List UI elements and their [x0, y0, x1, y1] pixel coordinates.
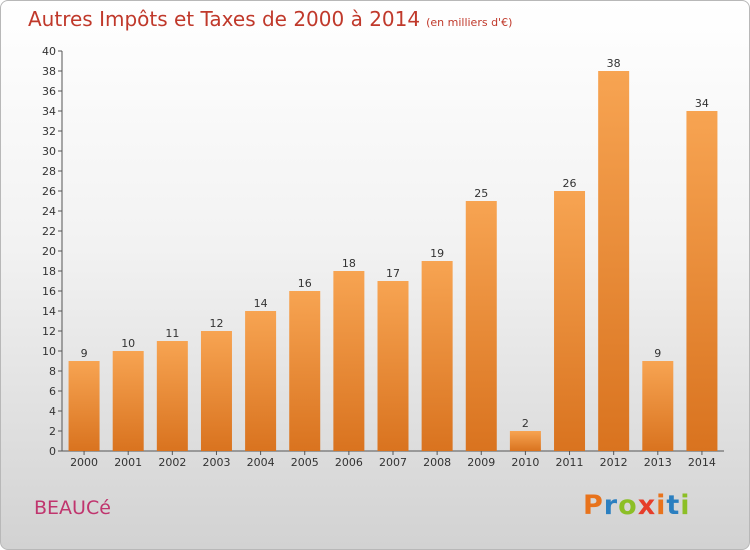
- y-tick-label: 6: [49, 385, 56, 398]
- chart-title: Autres Impôts et Taxes de 2000 à 2014 (en…: [28, 7, 512, 31]
- value-label: 18: [342, 257, 356, 270]
- y-tick-label: 8: [49, 365, 56, 378]
- y-tick-label: 14: [42, 305, 56, 318]
- bar: [686, 111, 718, 451]
- y-tick-label: 38: [42, 65, 56, 78]
- x-tick-label: 2007: [379, 456, 407, 469]
- y-tick-label: 28: [42, 165, 56, 178]
- y-tick-label: 22: [42, 225, 56, 238]
- bar: [377, 281, 409, 451]
- y-tick-label: 0: [49, 445, 56, 458]
- y-tick-label: 34: [42, 105, 56, 118]
- brand-letter: P: [583, 490, 604, 521]
- x-tick-label: 2005: [291, 456, 319, 469]
- brand-letter: r: [603, 490, 619, 521]
- x-tick-label: 2003: [202, 456, 230, 469]
- value-label: 26: [563, 177, 577, 190]
- value-label: 9: [81, 347, 88, 360]
- bar: [112, 351, 144, 451]
- bar: [509, 431, 541, 451]
- bar: [421, 261, 453, 451]
- y-tick-label: 24: [42, 205, 56, 218]
- brand-logo: Proxiti: [583, 490, 691, 521]
- value-label: 17: [386, 267, 400, 280]
- commune-name: BEAUCé: [34, 497, 111, 519]
- bar: [465, 201, 497, 451]
- bar: [200, 331, 232, 451]
- y-tick-label: 20: [42, 245, 56, 258]
- x-tick-label: 2008: [423, 456, 451, 469]
- x-tick-label: 2001: [114, 456, 142, 469]
- value-label: 34: [695, 97, 709, 110]
- bar: [156, 341, 188, 451]
- y-tick-label: 10: [42, 345, 56, 358]
- y-tick-label: 2: [49, 425, 56, 438]
- bar: [68, 361, 100, 451]
- y-tick-label: 40: [42, 45, 56, 58]
- y-tick-label: 4: [49, 405, 56, 418]
- x-tick-label: 2013: [644, 456, 672, 469]
- value-label: 19: [430, 247, 444, 260]
- x-tick-label: 2014: [688, 456, 716, 469]
- y-tick-label: 12: [42, 325, 56, 338]
- x-tick-label: 2004: [247, 456, 275, 469]
- value-label: 25: [474, 187, 488, 200]
- value-label: 16: [298, 277, 312, 290]
- bar: [554, 191, 586, 451]
- brand-letter: o: [618, 490, 638, 521]
- y-tick-label: 18: [42, 265, 56, 278]
- title-unit: (en milliers d'€): [426, 16, 513, 29]
- brand-letter: i: [680, 490, 691, 521]
- brand-letter: i: [656, 490, 667, 521]
- value-label: 38: [607, 57, 621, 70]
- value-label: 12: [209, 317, 223, 330]
- y-tick-label: 16: [42, 285, 56, 298]
- value-label: 14: [254, 297, 268, 310]
- value-label: 11: [165, 327, 179, 340]
- x-tick-label: 2011: [556, 456, 584, 469]
- title-text: Autres Impôts et Taxes de 2000 à 2014: [28, 7, 421, 31]
- bar: [333, 271, 365, 451]
- x-tick-label: 2009: [467, 456, 495, 469]
- x-tick-label: 2012: [600, 456, 628, 469]
- y-tick-label: 32: [42, 125, 56, 138]
- bar: [598, 71, 630, 451]
- x-tick-label: 2010: [511, 456, 539, 469]
- value-label: 9: [654, 347, 661, 360]
- brand-letter: x: [637, 490, 657, 521]
- x-tick-label: 2006: [335, 456, 363, 469]
- y-tick-label: 26: [42, 185, 56, 198]
- bar: [289, 291, 321, 451]
- bar: [245, 311, 277, 451]
- value-label: 2: [522, 417, 529, 430]
- y-tick-label: 36: [42, 85, 56, 98]
- bar: [642, 361, 674, 451]
- y-tick-label: 30: [42, 145, 56, 158]
- brand-letter: t: [666, 490, 681, 521]
- value-label: 10: [121, 337, 135, 350]
- x-tick-label: 2002: [158, 456, 186, 469]
- x-tick-label: 2000: [70, 456, 98, 469]
